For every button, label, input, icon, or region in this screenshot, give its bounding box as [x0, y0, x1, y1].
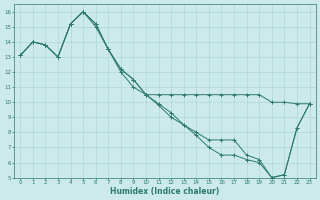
X-axis label: Humidex (Indice chaleur): Humidex (Indice chaleur) — [110, 187, 220, 196]
